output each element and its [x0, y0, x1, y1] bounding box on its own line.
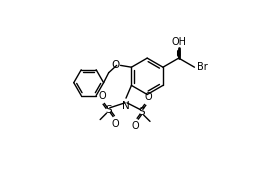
Text: O: O: [111, 60, 120, 70]
Text: S: S: [138, 107, 145, 117]
Text: O: O: [144, 92, 152, 102]
Text: S: S: [105, 105, 112, 115]
Text: O: O: [99, 90, 106, 101]
Text: Br: Br: [197, 62, 208, 72]
Text: O: O: [111, 119, 119, 129]
Text: O: O: [131, 121, 139, 131]
Text: OH: OH: [171, 37, 186, 47]
Text: N: N: [122, 101, 130, 111]
